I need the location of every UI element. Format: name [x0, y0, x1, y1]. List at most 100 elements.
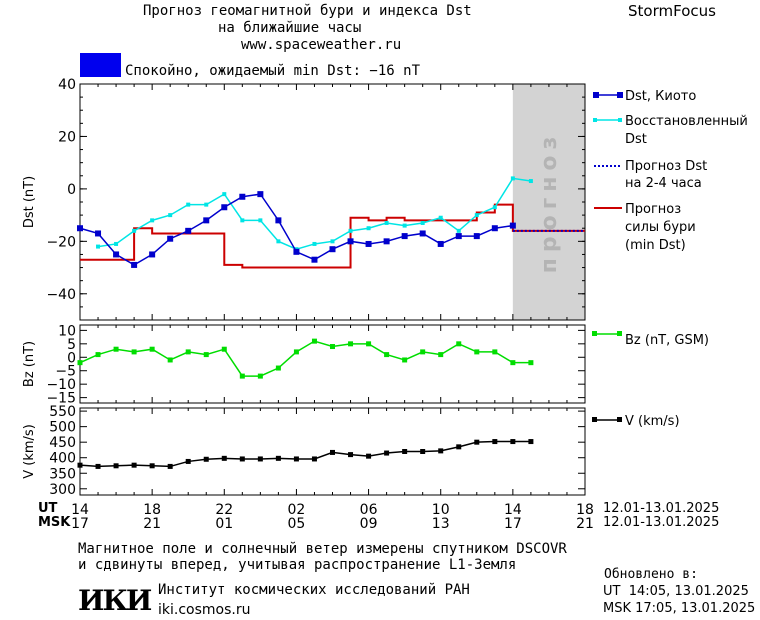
bz-point — [221, 346, 227, 352]
legend-storm-2: силы бури — [625, 220, 696, 235]
v-point — [131, 462, 137, 468]
bz-point — [185, 349, 191, 355]
y-tick-label: 0 — [67, 182, 76, 198]
y-tick-label: 40 — [58, 77, 76, 93]
restored-dst-point — [510, 176, 515, 181]
bz-point — [384, 352, 390, 358]
bz-point — [131, 349, 137, 355]
bz-point — [330, 344, 335, 350]
msk-tick-label: 21 — [143, 516, 161, 532]
msk-tick-label: 17 — [504, 516, 522, 532]
y-tick-label: 0 — [67, 350, 76, 366]
y-tick-label: −10 — [46, 377, 76, 393]
msk-tick-label: 21 — [576, 516, 594, 532]
legend-bz-marker — [617, 331, 622, 336]
v-point — [275, 455, 281, 461]
status-swatch — [80, 53, 121, 77]
forecast-band-label: прогноз — [537, 131, 562, 274]
v-point — [113, 463, 119, 469]
dst-kyoto-point — [203, 217, 210, 224]
restored-dst-point — [222, 192, 227, 197]
v-point — [95, 463, 101, 469]
legend-dst-marker — [593, 92, 599, 98]
v-point — [510, 439, 516, 445]
ut-tick-label: 18 — [143, 502, 161, 518]
legend-restored-marker — [593, 118, 597, 122]
legend-restored-1: Восстановленный — [625, 114, 748, 129]
dst-kyoto-point — [437, 240, 444, 247]
bz-point — [149, 346, 155, 352]
footer-note-line1: Магнитное поле и солнечный ветер измерен… — [78, 541, 567, 557]
footer-note-line2: и сдвинуты вперед, учитывая распростране… — [78, 557, 517, 573]
bz-point — [348, 341, 354, 347]
restored-dst-point — [186, 202, 191, 207]
updated-ut: UT 14:05, 13.01.2025 — [603, 584, 749, 599]
ut-tick-label: 18 — [576, 502, 594, 518]
legend-dst-kyoto: Dst, Киото — [625, 89, 696, 104]
restored-dst-point — [492, 205, 497, 210]
msk-tick-label: 01 — [215, 516, 233, 532]
legend-v-marker — [592, 417, 597, 422]
bz-point — [77, 360, 83, 366]
v-point — [239, 456, 245, 462]
restored-dst-point — [420, 220, 425, 225]
brand-name: StormFocus — [628, 2, 716, 20]
v-point — [257, 456, 263, 462]
v-point — [366, 453, 372, 459]
series-restored-dst — [97, 177, 532, 250]
legend-storm-3: (min Dst) — [625, 238, 686, 253]
series-storm-forecast — [80, 203, 585, 269]
bz-point — [257, 373, 263, 379]
v-point — [528, 439, 534, 445]
updated-msk: MSK 17:05, 13.01.2025 — [603, 601, 756, 616]
bz-point — [311, 338, 317, 344]
site-url[interactable]: www.spaceweather.ru — [241, 37, 402, 53]
dst-kyoto-point — [491, 225, 498, 232]
restored-dst-point — [168, 213, 173, 218]
v-point — [203, 456, 209, 462]
y-tick-label: 300 — [49, 482, 76, 498]
bz-point — [438, 352, 444, 358]
y-axis-title: Dst (nT) — [22, 176, 37, 228]
dst-kyoto-point — [239, 193, 246, 200]
dst-kyoto-point — [347, 238, 354, 245]
ut-axis-label: UT — [38, 501, 58, 516]
v-point — [474, 439, 480, 445]
iki-logo: ИКИ — [78, 584, 152, 617]
dst-kyoto-point — [311, 256, 318, 263]
restored-dst-point — [150, 218, 155, 223]
bz-point — [456, 341, 462, 347]
v-point — [348, 452, 354, 458]
dst-kyoto-point — [167, 235, 174, 242]
dst-kyoto-point — [131, 261, 138, 268]
v-point — [492, 439, 498, 445]
msk-tick-label: 13 — [432, 516, 450, 532]
y-tick-label: 10 — [58, 323, 76, 339]
dst-kyoto-point — [113, 251, 120, 258]
panel-frame — [79, 324, 586, 404]
dst-kyoto-point — [419, 230, 426, 237]
y-tick-label: 450 — [49, 435, 76, 451]
dst-kyoto-point — [329, 246, 336, 253]
institute-url[interactable]: iki.cosmos.ru — [158, 602, 251, 618]
dst-kyoto-point — [149, 251, 156, 258]
y-tick-label: 550 — [49, 404, 76, 420]
legend-bz: Bz (nT, GSM) — [625, 333, 709, 348]
y-axis-title: Bz (nT) — [22, 341, 37, 387]
restored-dst-point — [384, 220, 389, 225]
panel-frame — [79, 83, 586, 321]
ut-date-range: 12.01-13.01.2025 — [603, 501, 720, 516]
legend-forecast-1: Прогноз Dst — [625, 159, 707, 174]
v-point — [185, 458, 191, 464]
restored-dst-point — [402, 223, 407, 228]
dst-kyoto-point — [365, 240, 372, 247]
y-tick-label: 5 — [67, 337, 76, 353]
y-tick-label: −5 — [55, 364, 76, 380]
y-tick-label: −40 — [46, 287, 76, 303]
y-tick-label: 20 — [58, 129, 76, 145]
updated-label: Обновлено в: — [604, 567, 698, 582]
dst-kyoto-point — [473, 233, 480, 240]
v-point — [293, 456, 299, 462]
dst-kyoto-point — [383, 238, 390, 245]
status-text: Спокойно, ожидаемый min Dst: −16 nT — [125, 63, 421, 79]
